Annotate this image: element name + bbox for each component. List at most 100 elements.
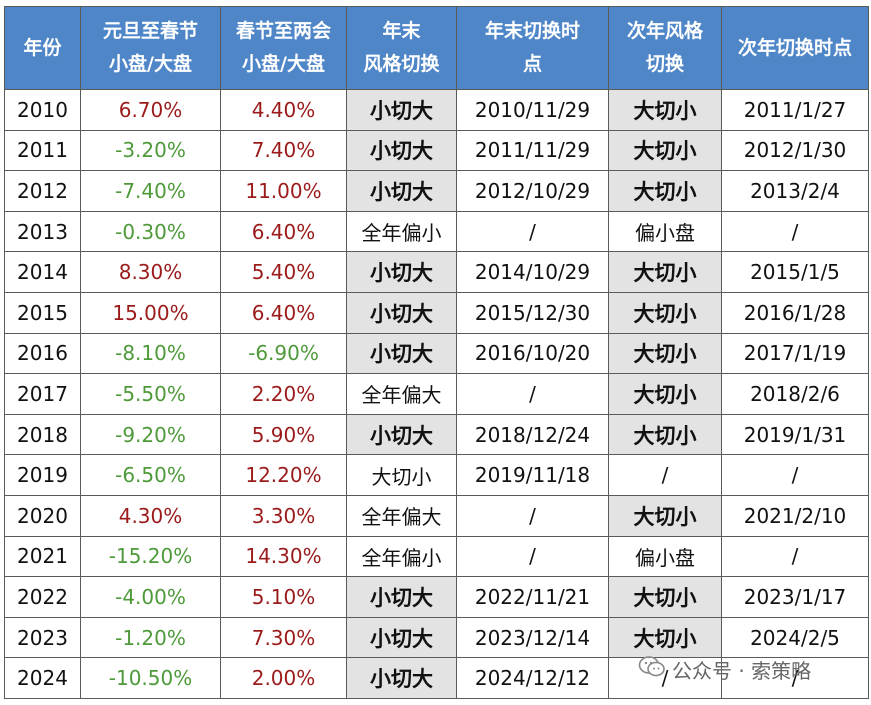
next-year-style-cell: 大切小 [608,413,722,456]
table-row: 2016 -8.10% -6.90% 小切大 2016/10/20 大切小 2017/1/1… [4,332,869,375]
next-year-time-cell: 2017/1/19 [721,332,869,375]
year-cell: 2015 [4,291,81,334]
header-line-2: 小盘/大盘 [242,53,325,75]
next-year-time-cell: 2023/1/17 [721,576,869,618]
year-cell: 2017 [4,373,81,415]
spring-to-sessions-cell: 12.20% [220,454,347,496]
header-cell-6: 次年切换时点 [721,6,869,90]
year-end-style-cell: 小切大 [346,657,457,699]
next-year-time-cell: 2016/1/28 [721,291,869,334]
year-end-time-cell: / [456,535,609,578]
year-end-time-cell: / [456,494,609,537]
spring-to-sessions-cell: 5.40% [220,251,347,293]
next-year-style-cell: 大切小 [608,129,722,172]
spring-to-sessions-cell: 2.20% [220,373,347,415]
header-cell-3: 年末 风格切换 [346,6,457,90]
year-end-time-cell: 2023/12/14 [456,616,609,659]
table-body: 2010 6.70% 4.40% 小切大 2010/11/29 大切小 2011/1/27 2… [4,89,869,699]
new-year-to-spring-cell: 6.70% [80,89,221,131]
year-end-style-cell: 小切大 [346,89,457,131]
year-cell: 2024 [4,657,81,699]
header-line-1: 春节至两会 [235,20,331,42]
year-end-style-cell: 全年偏大 [346,373,457,415]
next-year-time-cell: / [721,454,869,496]
header-cell-0: 年份 [4,6,81,90]
new-year-to-spring-cell: -9.20% [80,413,221,456]
next-year-time-cell: 2012/1/30 [721,129,869,172]
next-year-time-cell: 2018/2/6 [721,373,869,415]
table-row: 2011 -3.20% 7.40% 小切大 2011/11/29 大切小 2012/1/30 [4,129,869,172]
year-end-style-cell: 全年偏大 [346,494,457,537]
next-year-style-cell: 大切小 [608,616,722,659]
header-cell-1: 元旦至春节小盘/大盘 [80,6,221,90]
spring-to-sessions-cell: 7.30% [220,616,347,659]
year-end-time-cell: / [456,210,609,253]
new-year-to-spring-cell: -4.00% [80,576,221,618]
header-line-2: 小盘/大盘 [109,53,192,75]
year-cell: 2013 [4,210,81,253]
table-row: 2022 -4.00% 5.10% 小切大 2022/11/21 大切小 2023/1/17 [4,576,869,618]
year-cell: 2023 [4,616,81,659]
new-year-to-spring-cell: 4.30% [80,494,221,537]
table-row: 2020 4.30% 3.30% 全年偏大 / 大切小 2021/2/10 [4,494,869,537]
year-end-style-cell: 小切大 [346,291,457,334]
spring-to-sessions-cell: 5.90% [220,413,347,456]
header-line-1: 年末切换时 [484,20,580,42]
table-row: 2019 -6.50% 12.20% 大切小 2019/11/18// [4,454,869,496]
year-end-time-cell: 2014/10/29 [456,251,609,293]
year-end-time-cell: 2018/12/24 [456,413,609,456]
header-line-1: 次年切换时点 [737,36,852,59]
wechat-icon [638,655,666,684]
table-row: 2014 8.30% 5.40% 小切大 2014/10/29 大切小 2015/1/5 [4,251,869,293]
next-year-time-cell: 2024/2/5 [721,616,869,659]
new-year-to-spring-cell: -1.20% [80,616,221,659]
next-year-time-cell: 2015/1/5 [721,251,869,293]
table-row: 2015 15.00% 6.40% 小切大 2015/12/30 大切小 2016/1/28 [4,291,869,334]
new-year-to-spring-cell: -10.50% [80,657,221,699]
spring-to-sessions-cell: 6.40% [220,210,347,253]
next-year-style-cell: 大切小 [608,332,722,375]
new-year-to-spring-cell: 15.00% [80,291,221,334]
spring-to-sessions-cell: 2.00% [220,657,347,699]
next-year-style-cell: / [608,454,722,496]
table-row: 2013 -0.30% 6.40% 全年偏小 / 偏小盘 / [4,210,869,253]
year-end-time-cell: 2022/11/21 [456,576,609,618]
header-cell-5: 次年风格 切换 [608,6,722,90]
year-end-style-cell: 全年偏小 [346,535,457,578]
new-year-to-spring-cell: -7.40% [80,170,221,212]
header-line-1: 年末 [382,20,421,42]
table-row: 2018 -9.20% 5.90% 小切大 2018/12/24 大切小 2019/1/31 [4,413,869,456]
spring-to-sessions-cell: 11.00% [220,170,347,212]
spring-to-sessions-cell: -6.90% [220,332,347,375]
header-row: 年份 元旦至春节 小盘/大盘 春节至两会 小盘/大盘 年末 风格切换 年末切换时点次年风格 切换… [4,6,869,90]
next-year-time-cell: / [721,657,869,699]
next-year-time-cell: / [721,210,869,253]
year-cell: 2011 [4,129,81,172]
watermark-text: 公众号 · 索策略 [672,659,812,683]
header-line-2: 风格切换 [363,53,440,75]
header-line-2: 点 [522,53,542,75]
year-end-time-cell: 2015/12/30 [456,291,609,334]
watermark: 公众号 · 索策略 [638,655,811,684]
table-row: 2021 -15.20% 14.30% 全年偏小 / 偏小盘 / [4,535,869,578]
year-end-style-cell: 小切大 [346,332,457,375]
year-end-time-cell: 2010/11/29 [456,89,609,131]
spring-to-sessions-cell: 14.30% [220,535,347,578]
year-end-style-cell: 全年偏小 [346,210,457,253]
new-year-to-spring-cell: -8.10% [80,332,221,375]
header-line-1: 元旦至春节 [102,20,198,42]
table-row: 2017 -5.50% 2.20% 全年偏大 / 大切小 2018/2/6 [4,373,869,415]
table-row: 2024 -10.50% 2.00% 小切大 2024/12/12// [4,657,869,699]
year-end-time-cell: 2016/10/20 [456,332,609,375]
year-end-style-cell: 小切大 [346,170,457,212]
table-row: 2023 -1.20% 7.30% 小切大 2023/12/14 大切小 2024/2/5 [4,616,869,659]
header-line-2: 切换 [645,53,684,75]
table-row: 2010 6.70% 4.40% 小切大 2010/11/29 大切小 2011/1/27 [4,89,869,131]
style-switch-table-container: 年份 元旦至春节 小盘/大盘 春节至两会 小盘/大盘 年末 风格切换 年末切换时点次年风格 切换… [4,6,869,699]
year-end-style-cell: 小切大 [346,576,457,618]
next-year-time-cell: / [721,535,869,578]
next-year-style-cell: 大切小 [608,373,722,415]
next-year-style-cell: 大切小 [608,291,722,334]
year-end-time-cell: 2019/11/18 [456,454,609,496]
header-cell-2: 春节至两会小盘/大盘 [220,6,347,90]
